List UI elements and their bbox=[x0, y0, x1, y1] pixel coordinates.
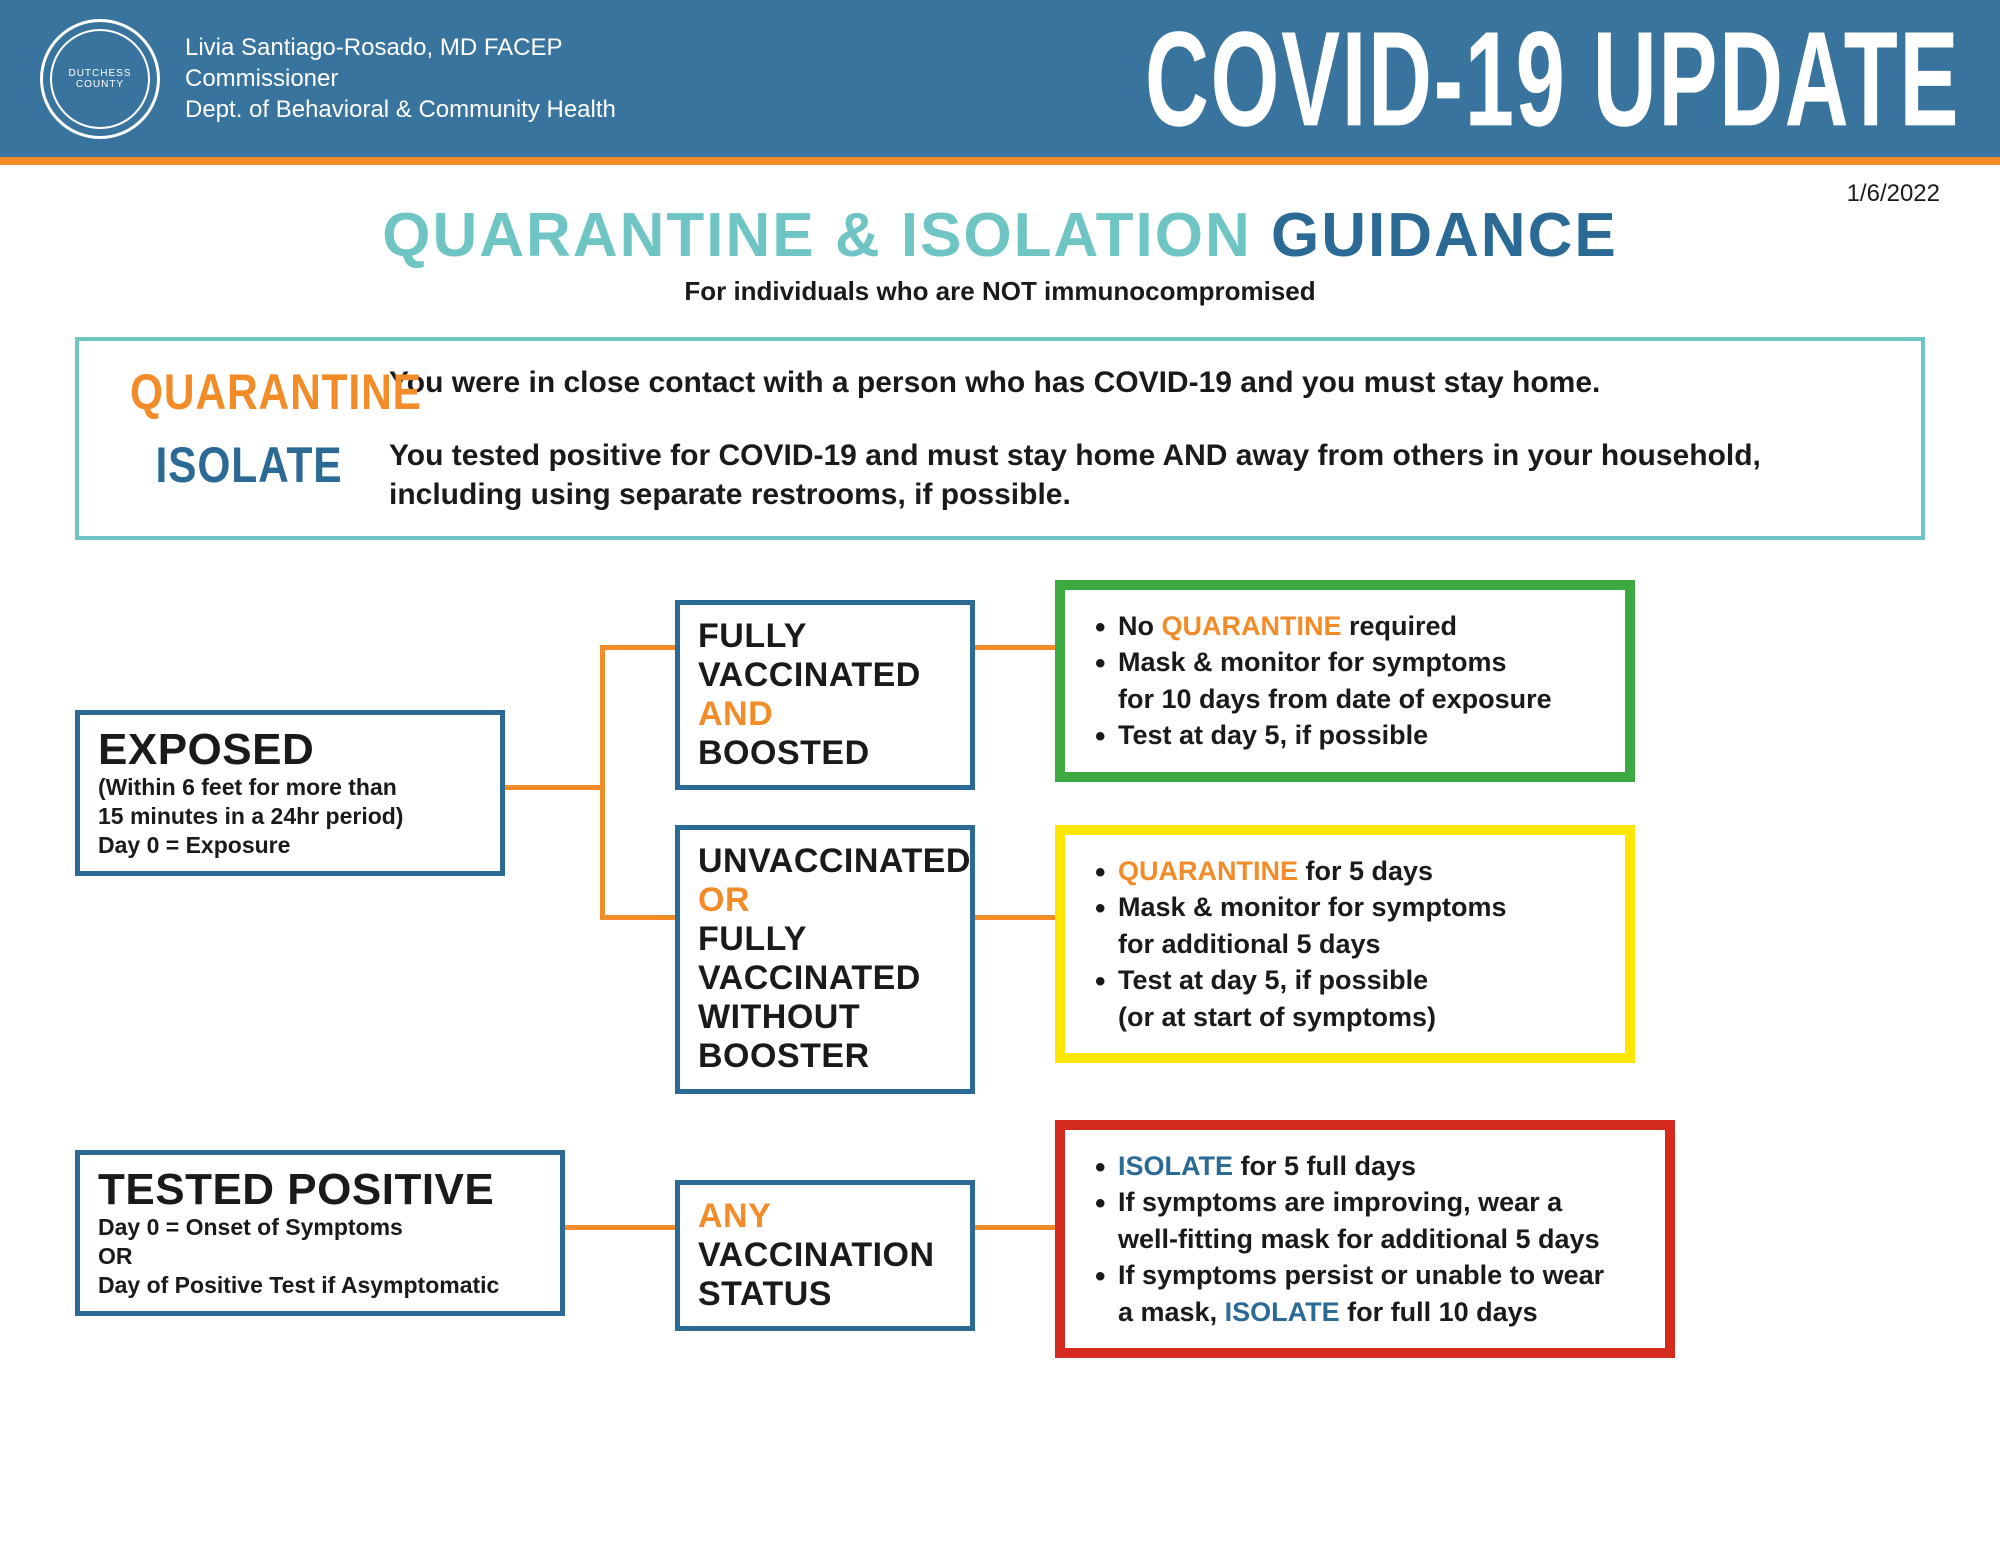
result-yellow: QUARANTINE for 5 days Mask & monitor for… bbox=[1055, 825, 1635, 1063]
green-b1: No QUARANTINE required bbox=[1090, 608, 1600, 644]
document-date: 1/6/2022 bbox=[1847, 180, 1940, 208]
unvax-l3: FULLY VACCINATED bbox=[698, 920, 952, 998]
connector bbox=[565, 1225, 675, 1230]
commissioner-role: Commissioner bbox=[185, 63, 616, 94]
title-part-1: QUARANTINE & ISOLATION bbox=[382, 201, 1252, 270]
def-quarantine: QUARANTINE You were in close contact wit… bbox=[109, 363, 1891, 421]
connector bbox=[975, 915, 1055, 920]
page-title: QUARANTINE & ISOLATION GUIDANCE bbox=[0, 200, 2000, 271]
red-b3: If symptoms persist or unable to weara m… bbox=[1090, 1257, 1640, 1330]
unvax-l1: UNVACCINATED bbox=[698, 842, 952, 881]
box-exposed: EXPOSED (Within 6 feet for more than 15 … bbox=[75, 710, 505, 876]
connector bbox=[600, 645, 675, 650]
definitions-box: QUARANTINE You were in close contact wit… bbox=[75, 337, 1925, 540]
positive-sub3: Day of Positive Test if Asymptomatic bbox=[98, 1271, 542, 1300]
exposed-sub1: (Within 6 feet for more than bbox=[98, 773, 482, 802]
department: Dept. of Behavioral & Community Health bbox=[185, 94, 616, 125]
positive-sub1: Day 0 = Onset of Symptoms bbox=[98, 1213, 542, 1242]
header-info: Livia Santiago-Rosado, MD FACEP Commissi… bbox=[185, 32, 616, 126]
county-seal-icon: DUTCHESS COUNTY bbox=[40, 19, 160, 139]
exposed-sub2: 15 minutes in a 24hr period) bbox=[98, 802, 482, 831]
any-vax-l1: ANY VACCINATION bbox=[698, 1197, 952, 1275]
unvax-l4: WITHOUT BOOSTER bbox=[698, 998, 952, 1076]
result-red: ISOLATE for 5 full days If symptoms are … bbox=[1055, 1120, 1675, 1358]
header: DUTCHESS COUNTY Livia Santiago-Rosado, M… bbox=[0, 0, 2000, 165]
def-term-isolate: ISOLATE bbox=[130, 436, 368, 494]
red-b1: ISOLATE for 5 full days bbox=[1090, 1148, 1640, 1184]
exposed-title: EXPOSED bbox=[98, 727, 482, 773]
def-isolate: ISOLATE You tested positive for COVID-19… bbox=[109, 436, 1891, 514]
connector bbox=[975, 1225, 1055, 1230]
page-subtitle: For individuals who are NOT immunocompro… bbox=[0, 276, 2000, 307]
def-text-quarantine: You were in close contact with a person … bbox=[389, 363, 1891, 402]
def-text-isolate: You tested positive for COVID-19 and mus… bbox=[389, 436, 1891, 514]
vax-boosted-l2: AND BOOSTED bbox=[698, 695, 952, 773]
positive-sub2: OR bbox=[98, 1242, 542, 1271]
box-unvax: UNVACCINATED OR FULLY VACCINATED WITHOUT… bbox=[675, 825, 975, 1094]
positive-title: TESTED POSITIVE bbox=[98, 1167, 542, 1213]
box-any-vax: ANY VACCINATION STATUS bbox=[675, 1180, 975, 1331]
red-b2: If symptoms are improving, wear awell-fi… bbox=[1090, 1184, 1640, 1257]
green-b2: Mask & monitor for symptomsfor 10 days f… bbox=[1090, 644, 1600, 717]
green-b3: Test at day 5, if possible bbox=[1090, 717, 1600, 753]
connector bbox=[600, 645, 605, 920]
result-green: No QUARANTINE required Mask & monitor fo… bbox=[1055, 580, 1635, 782]
yellow-b3: Test at day 5, if possible(or at start o… bbox=[1090, 962, 1600, 1035]
exposed-sub3: Day 0 = Exposure bbox=[98, 831, 482, 860]
vax-boosted-l1: FULLY VACCINATED bbox=[698, 617, 952, 695]
box-tested-positive: TESTED POSITIVE Day 0 = Onset of Symptom… bbox=[75, 1150, 565, 1316]
flowchart: EXPOSED (Within 6 feet for more than 15 … bbox=[75, 580, 1925, 1500]
connector bbox=[975, 645, 1055, 650]
any-vax-l2: STATUS bbox=[698, 1275, 952, 1314]
connector bbox=[600, 915, 675, 920]
yellow-b2: Mask & monitor for symptomsfor additiona… bbox=[1090, 889, 1600, 962]
box-vax-boosted: FULLY VACCINATED AND BOOSTED bbox=[675, 600, 975, 790]
yellow-b1: QUARANTINE for 5 days bbox=[1090, 853, 1600, 889]
def-term-quarantine: QUARANTINE bbox=[130, 363, 368, 421]
connector bbox=[505, 785, 600, 790]
header-left: DUTCHESS COUNTY Livia Santiago-Rosado, M… bbox=[40, 19, 966, 139]
title-part-2: GUIDANCE bbox=[1271, 201, 1618, 270]
unvax-l2: OR bbox=[698, 881, 952, 920]
header-title: COVID-19 UPDATE bbox=[1145, 0, 1960, 156]
commissioner-name: Livia Santiago-Rosado, MD FACEP bbox=[185, 32, 616, 63]
